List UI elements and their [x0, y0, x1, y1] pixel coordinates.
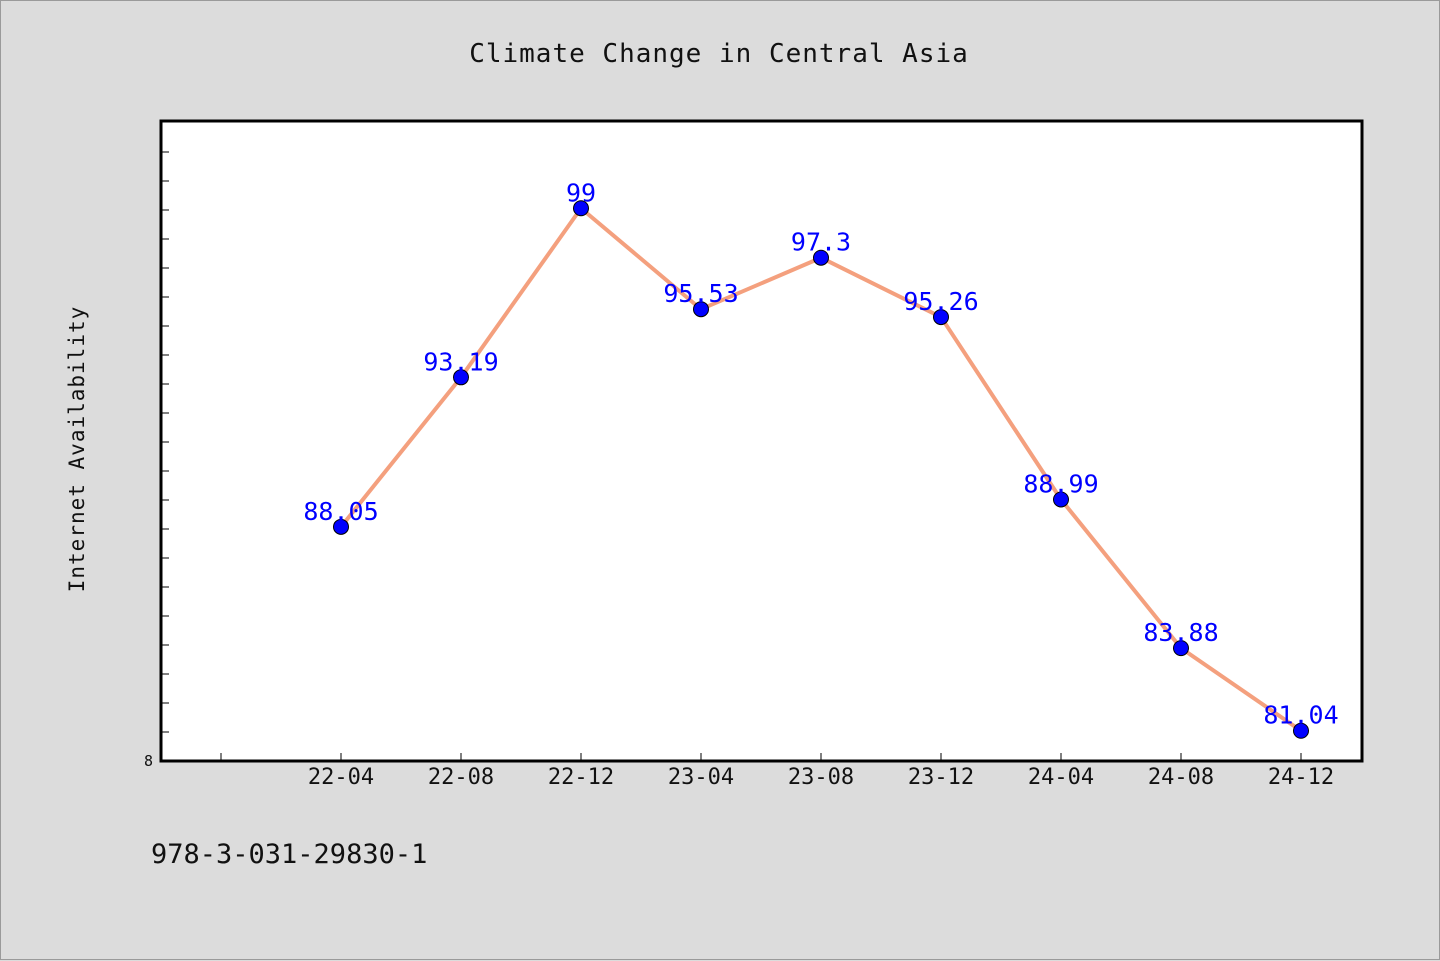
- x-tick-label: 22-08: [428, 765, 494, 790]
- isbn-footer: 978-3-031-29830-1: [151, 839, 427, 870]
- x-axis-ticks: 22-04 22-08 22-12 23-04 23-08 23-12 24-04 24-08…: [220, 753, 1334, 790]
- data-point: [933, 309, 949, 326]
- data-label: 95.53: [663, 279, 738, 308]
- data-points: [333, 200, 1309, 739]
- data-point: [1293, 722, 1309, 739]
- data-point: [1173, 640, 1189, 657]
- x-tick-label: 24-12: [1268, 765, 1334, 790]
- data-point: [693, 301, 709, 318]
- x-tick-label: 22-04: [308, 765, 374, 790]
- y-axis-min-label: 8: [144, 752, 153, 770]
- data-label: 81.04: [1263, 701, 1338, 730]
- data-point: [1053, 491, 1069, 508]
- data-label: 88.99: [1023, 469, 1098, 498]
- x-tick-label: 23-08: [788, 765, 854, 790]
- data-label: 99: [566, 178, 596, 207]
- x-tick-label: 23-12: [908, 765, 974, 790]
- x-tick-label: 24-08: [1148, 765, 1214, 790]
- chart-title: Climate Change in Central Asia: [469, 39, 969, 69]
- data-labels: 88.05 93.19 99 95.53 97.3 95.26 88.99 83.88 81.0…: [303, 178, 1338, 729]
- data-point: [813, 249, 829, 266]
- data-label: 97.3: [791, 228, 851, 257]
- x-tick-label: 22-12: [548, 765, 614, 790]
- data-label: 83.88: [1143, 618, 1218, 647]
- data-label: 93.19: [423, 347, 498, 376]
- y-axis-label: Internet Availability: [65, 306, 89, 593]
- data-point: [333, 518, 349, 535]
- y-axis-ticks: [161, 151, 169, 762]
- data-label: 95.26: [903, 287, 978, 316]
- data-label: 88.05: [303, 497, 378, 526]
- data-point: [453, 369, 469, 386]
- x-tick-label: 24-04: [1028, 765, 1094, 790]
- data-point: [573, 200, 589, 217]
- plot-area: [159, 119, 1364, 763]
- x-tick-label: 23-04: [668, 765, 734, 790]
